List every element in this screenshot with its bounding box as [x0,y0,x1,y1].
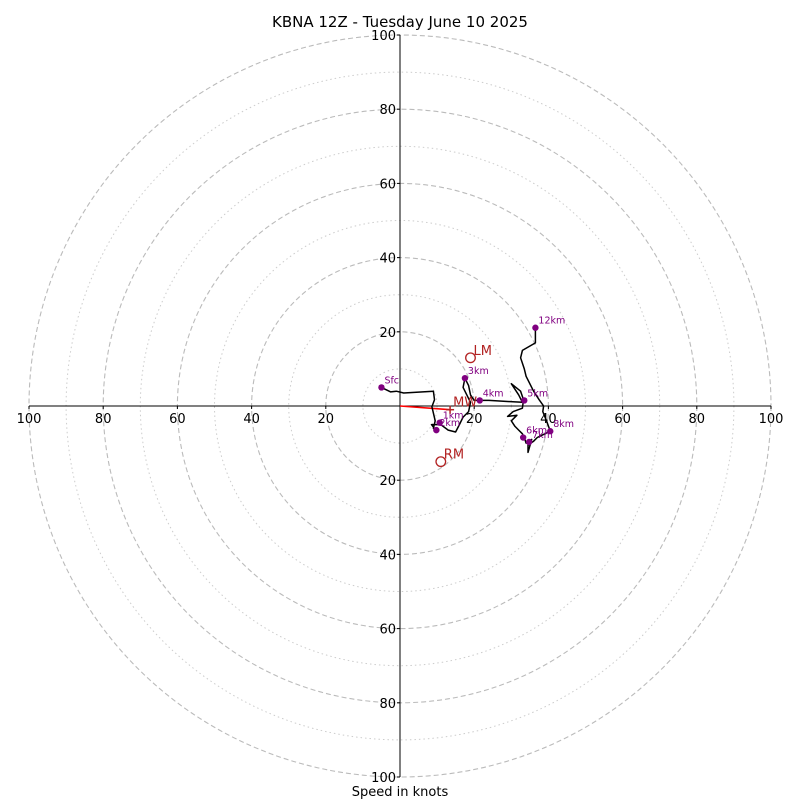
hodograph-trace [381,327,552,454]
height-marker [525,438,533,446]
height-label: 12km [538,316,565,327]
height-label: 6km [526,426,547,437]
storm-motion-marker [435,456,447,468]
height-marker [436,419,443,426]
height-marker [547,428,554,435]
height-marker [521,397,528,404]
height-marker [461,374,469,382]
x-tick-label: 60 [169,412,186,427]
y-tick-label: 100 [371,771,396,786]
height-label: 4km [483,388,504,399]
x-tick-label: 100 [17,412,42,427]
y-tick-label: 100 [371,29,396,44]
height-marker [476,397,483,404]
y-tick-label: 60 [379,177,396,192]
tick-labels: 100 80 60 40 20 20 40 60 80 100100806040202040608… [17,29,784,786]
height-marker [519,434,527,441]
height-label: 5km [527,388,548,399]
x-tick-label: 80 [689,412,706,427]
x-tick-label: 80 [95,412,112,427]
height-marker [433,426,440,434]
height-label: 1km [443,411,464,422]
y-tick-label: 60 [379,623,396,638]
chart-title: KBNA 12Z - Tuesday June 10 2025 [272,13,528,31]
storm-motion-label: LM [473,344,491,359]
y-tick-label: 20 [379,326,396,341]
y-tick-label: 20 [379,474,396,489]
x-tick-label: 60 [614,412,631,427]
height-label: 7km [532,430,553,441]
x-tick-label: 100 [759,412,784,427]
height-marker [532,324,539,331]
x-tick-label: 20 [466,412,483,427]
y-tick-label: 40 [379,252,396,267]
y-tick-label: 80 [379,697,396,712]
x-tick-label: 40 [243,412,260,427]
height-label: Sfc [384,375,399,386]
height-label: 8km [553,419,574,430]
height-marker [378,384,385,391]
mean-wind-vector [399,405,451,411]
x-tick-label: 20 [318,412,335,427]
height-label: 3km [468,366,489,377]
storm-motion-label: MW [453,396,477,411]
x-axis-label: Speed in knots [352,785,449,800]
height-label: 2km [439,418,460,429]
y-tick-label: 40 [379,548,396,563]
storm-motion-label: RM [444,448,464,463]
y-tick-label: 80 [379,103,396,118]
storm-motion-marker [465,352,476,364]
